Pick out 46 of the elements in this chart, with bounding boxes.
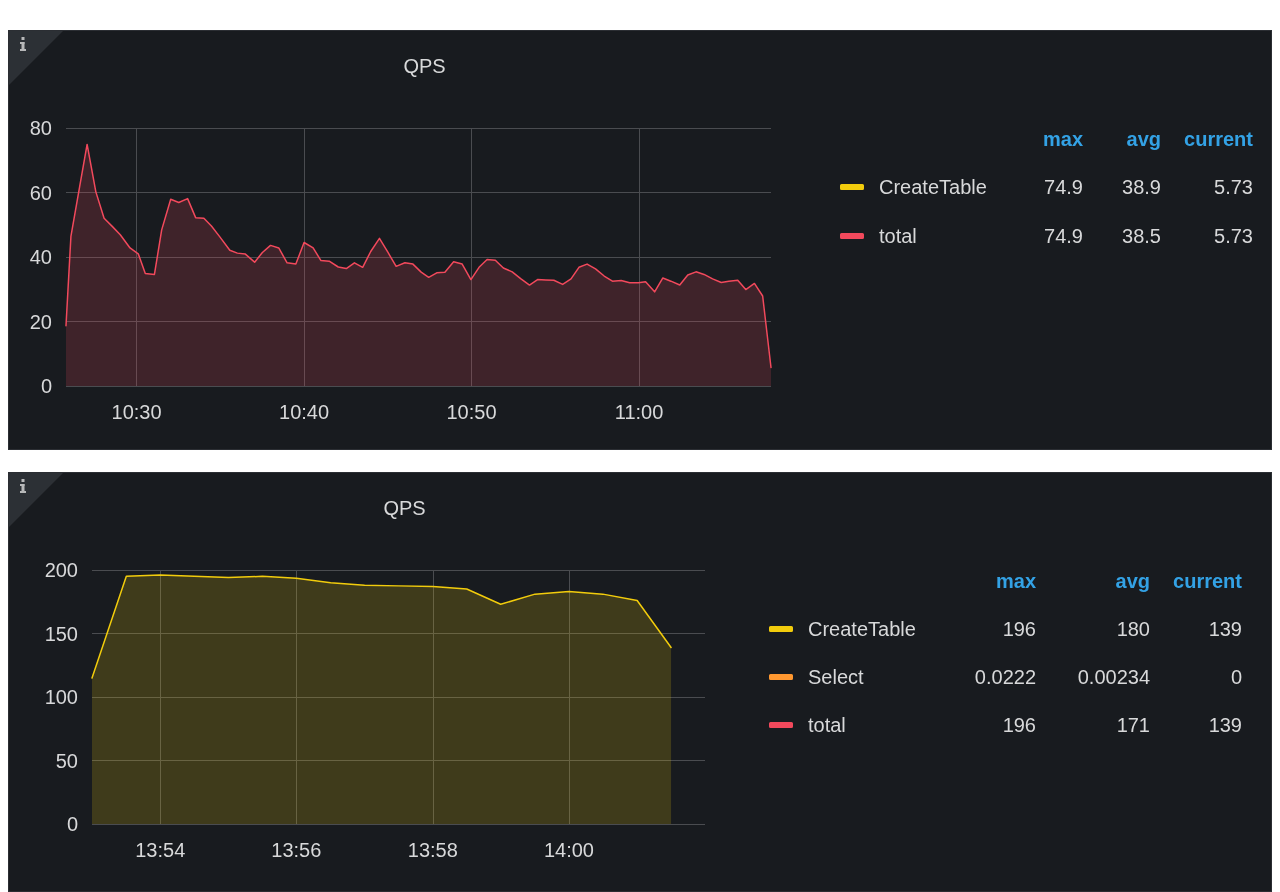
text: 5.73 bbox=[1214, 225, 1253, 247]
text: current bbox=[1184, 128, 1254, 150]
text: max bbox=[1042, 128, 1083, 150]
y-tick-label: 200 bbox=[44, 559, 78, 581]
legend-label: CreateTable bbox=[808, 618, 916, 640]
y-tick-label: 100 bbox=[44, 686, 78, 708]
y-tick-label: 80 bbox=[29, 117, 52, 139]
x-tick-label: 10:30 bbox=[111, 401, 162, 423]
legend-label: Select bbox=[808, 666, 865, 688]
text: 74.9 bbox=[1044, 225, 1083, 247]
x-tick-label: 10:50 bbox=[446, 401, 497, 423]
y-tick-label: 60 bbox=[29, 181, 52, 204]
chart-title: QPS bbox=[383, 497, 426, 519]
text: 5.73 bbox=[1214, 176, 1253, 198]
text: 0 bbox=[1230, 666, 1242, 688]
text: 139 bbox=[1208, 714, 1242, 736]
chart-title: QPS bbox=[403, 55, 446, 77]
x-tick-label: 14:00 bbox=[543, 839, 594, 861]
legend-label: total bbox=[808, 714, 846, 736]
text: 171 bbox=[1116, 714, 1150, 736]
y-tick-label: 50 bbox=[55, 749, 78, 772]
y-tick-label: 0 bbox=[66, 813, 78, 835]
text: 180 bbox=[1116, 618, 1150, 640]
text: 38.5 bbox=[1122, 225, 1161, 247]
x-tick-label: 10:40 bbox=[279, 401, 330, 423]
y-tick-label: 150 bbox=[44, 622, 78, 645]
y-tick-label: 40 bbox=[29, 246, 52, 268]
text: 196 bbox=[1002, 714, 1036, 736]
text: 0.00234 bbox=[1077, 666, 1150, 688]
x-tick-label: 13:58 bbox=[407, 839, 458, 861]
text: avg bbox=[1115, 570, 1150, 592]
y-tick-label: 0 bbox=[40, 375, 52, 397]
legend-label: total bbox=[879, 225, 917, 247]
text: 38.9 bbox=[1122, 176, 1161, 198]
text: max bbox=[995, 570, 1036, 592]
x-tick-label: 13:54 bbox=[135, 839, 186, 861]
x-tick-label: 11:00 bbox=[614, 401, 664, 423]
x-tick-label: 13:56 bbox=[271, 839, 322, 861]
text: 139 bbox=[1208, 618, 1242, 640]
text: avg bbox=[1126, 128, 1161, 150]
y-tick-label: 20 bbox=[29, 310, 52, 333]
legend-label: CreateTable bbox=[879, 176, 987, 198]
text: 196 bbox=[1002, 618, 1036, 640]
text: 0.0222 bbox=[974, 666, 1036, 688]
text: current bbox=[1173, 570, 1243, 592]
text: 74.9 bbox=[1044, 176, 1083, 198]
